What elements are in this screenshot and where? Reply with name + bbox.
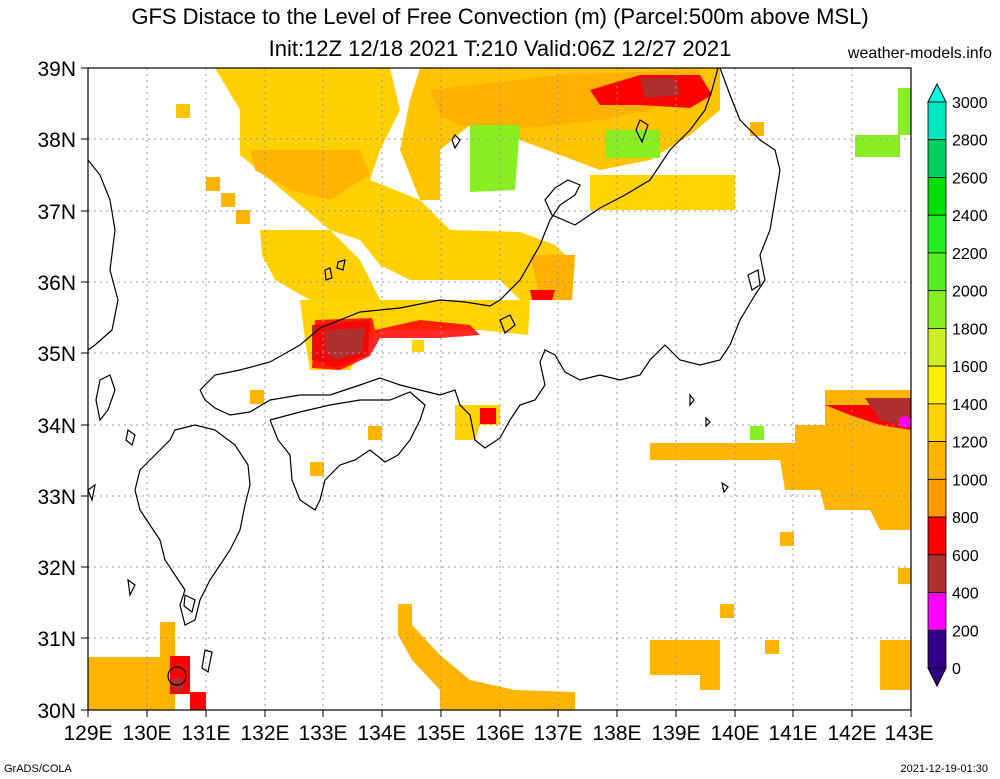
y-axis-labels: 39N 38N 37N 36N 35N 34N 33N 32N 31N 30N [37, 58, 76, 723]
y-tick-label: 33N [37, 486, 76, 509]
colorbar-label: 1600 [952, 359, 988, 376]
colorbar-swatch [927, 139, 947, 178]
y-tick-label: 38N [37, 129, 76, 152]
map-title-line2: Init:12Z 12/18 2021 T:210 Valid:06Z 12/2… [268, 36, 732, 61]
y-tick-label: 36N [37, 272, 76, 295]
y-tick-label: 34N [37, 415, 76, 438]
x-axis-labels: 129E 130E 131E 132E 133E 134E 135E 136E … [63, 722, 933, 745]
x-tick-label: 134E [357, 722, 406, 745]
colorbar-label: 1000 [952, 472, 988, 489]
lfc-shading [88, 68, 911, 710]
colorbar-swatch [927, 177, 947, 216]
colorbar-swatch [927, 554, 947, 593]
colorbar-label: 2800 [952, 133, 988, 150]
y-tick-label: 32N [37, 557, 76, 580]
footer-right: 2021-12-19-01:30 [900, 763, 988, 775]
y-tick-label: 35N [37, 343, 76, 366]
y-tick-label: 37N [37, 201, 76, 224]
colorbar-bottom-arrow [927, 667, 947, 688]
colorbar-swatch [927, 290, 947, 329]
colorbar-label: 400 [952, 586, 979, 603]
y-tick-label: 31N [37, 628, 76, 651]
colorbar-swatch [927, 101, 947, 141]
colorbar-swatch [927, 441, 947, 480]
colorbar-label: 3000 [952, 95, 988, 112]
colorbar-label: 1200 [952, 435, 988, 452]
colorbar-top-arrow [927, 82, 947, 103]
x-tick-label: 131E [181, 722, 230, 745]
colorbar-label: 2400 [952, 208, 988, 225]
colorbar-label: 200 [952, 623, 979, 640]
x-tick-label: 130E [122, 722, 171, 745]
colorbar-label: 2200 [952, 246, 988, 263]
x-tick-label: 137E [533, 722, 582, 745]
colorbar-swatch [927, 629, 947, 669]
site-credit: weather-models.info [847, 45, 992, 62]
x-tick-label: 132E [240, 722, 289, 745]
x-tick-label: 139E [651, 722, 700, 745]
x-tick-label: 142E [827, 722, 876, 745]
coastlines [88, 68, 781, 686]
colorbar-swatch [927, 478, 947, 518]
grid-lines [88, 68, 911, 710]
colorbar-swatch [927, 592, 947, 631]
colorbar-label: 1800 [952, 321, 988, 338]
colorbar-swatch [927, 252, 947, 292]
footer-left: GrADS/COLA [4, 763, 72, 775]
colorbar-swatch [927, 327, 947, 367]
y-tick-label: 30N [37, 700, 76, 723]
x-tick-label: 136E [475, 722, 524, 745]
x-tick-label: 135E [416, 722, 465, 745]
colorbar-label: 1400 [952, 397, 988, 414]
colorbar-swatch [927, 365, 947, 405]
y-tick-label: 39N [37, 58, 76, 81]
colorbar-label: 2600 [952, 170, 988, 187]
x-tick-label: 143E [884, 722, 933, 745]
colorbar-swatch [927, 214, 947, 254]
colorbar-label: 600 [952, 548, 979, 565]
colorbar-label: 2000 [952, 284, 988, 301]
map-title-line1: GFS Distace to the Level of Free Convect… [131, 4, 869, 29]
x-tick-label: 133E [298, 722, 347, 745]
colorbar-swatch [927, 516, 947, 556]
colorbar-swatch [927, 403, 947, 443]
x-tick-label: 138E [592, 722, 641, 745]
x-tick-label: 129E [63, 722, 112, 745]
colorbar-label: 0 [952, 661, 961, 678]
x-tick-label: 140E [710, 722, 759, 745]
colorbar: 3000280026002400220020001800160014001200… [927, 82, 988, 688]
axis-ticks [81, 67, 912, 717]
x-tick-label: 141E [768, 722, 817, 745]
colorbar-label: 800 [952, 510, 979, 527]
